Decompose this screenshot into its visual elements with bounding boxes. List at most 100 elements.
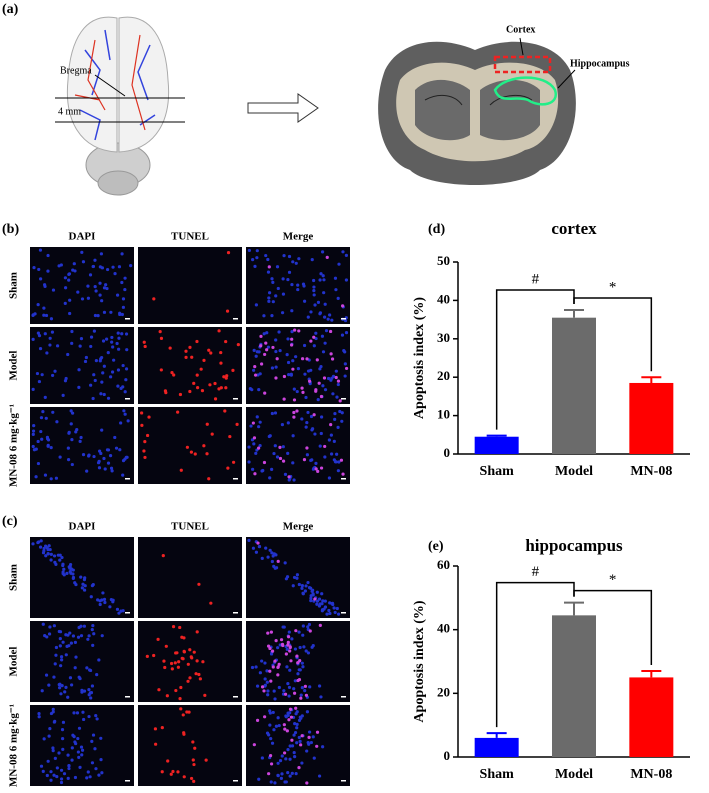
cell-dot — [309, 458, 313, 463]
cell-dot — [177, 660, 181, 664]
cell-dot — [63, 301, 67, 305]
cell-dot — [202, 358, 206, 362]
cell-dot — [323, 605, 328, 609]
cell-dot — [89, 691, 94, 695]
cell-dot — [333, 417, 337, 422]
cell-dot — [99, 736, 103, 740]
cell-dot — [68, 298, 72, 302]
cell-dot — [328, 611, 332, 616]
cell-dot — [49, 711, 54, 716]
cell-dot — [325, 255, 329, 259]
cell-dot — [232, 460, 236, 464]
cell-dot — [253, 373, 258, 377]
cell-dot — [262, 314, 266, 318]
cell-dot — [224, 386, 228, 390]
cell-dot — [287, 718, 291, 722]
cell-dot — [331, 602, 335, 607]
significance-bracket — [573, 297, 653, 372]
cell-dot — [336, 382, 340, 387]
cell-dot — [255, 415, 259, 419]
y-tick-label: 60 — [437, 557, 450, 572]
cell-dot — [283, 751, 287, 755]
cell-dot — [295, 573, 299, 577]
cell-dot — [57, 751, 61, 755]
cell-dot — [193, 452, 197, 456]
chart-title: hippocampus — [525, 536, 623, 555]
cell-dot — [282, 625, 286, 629]
cell-dot — [316, 469, 320, 473]
cell-dot — [195, 659, 199, 663]
cell-dot — [173, 661, 177, 665]
cell-dot — [274, 365, 278, 369]
significance-bracket — [495, 581, 575, 728]
cell-dot — [219, 350, 223, 355]
cell-dot — [43, 395, 47, 399]
cell-dot — [120, 332, 124, 336]
cell-dot — [297, 677, 302, 682]
cell-dot — [299, 743, 303, 747]
cell-dot — [68, 311, 72, 316]
cell-dot — [297, 329, 301, 333]
cell-dot — [195, 373, 199, 377]
cell-dot — [32, 448, 37, 452]
cell-dot — [275, 357, 279, 361]
cell-dot — [266, 644, 271, 648]
cell-dot — [252, 348, 256, 352]
cell-dot — [281, 277, 285, 281]
cell-dot — [333, 610, 337, 615]
cell-dot — [92, 373, 96, 377]
cell-dot — [58, 636, 62, 641]
cell-dot — [289, 372, 293, 376]
cell-dot — [119, 609, 123, 613]
cell-dot — [80, 586, 84, 590]
cell-dot — [320, 592, 324, 596]
cell-dot — [105, 286, 109, 291]
cell-dot — [48, 727, 52, 731]
cell-dot — [59, 692, 63, 696]
cell-dot — [51, 410, 55, 414]
cell-dot — [61, 563, 65, 568]
cell-dot — [302, 458, 307, 462]
cell-dot — [265, 669, 269, 673]
cell-dot — [309, 414, 314, 419]
cell-dot — [286, 360, 291, 365]
cell-dot — [35, 371, 40, 376]
cell-dot — [328, 313, 332, 317]
cell-dot — [98, 293, 102, 297]
cell-dot — [317, 597, 322, 601]
cell-dot — [263, 391, 267, 395]
cell-dot — [64, 653, 68, 657]
cell-dot — [283, 727, 287, 731]
cell-dot — [96, 314, 100, 318]
cell-dot — [69, 409, 73, 413]
cell-dot — [301, 282, 306, 286]
cell-dot — [102, 364, 106, 368]
cell-dot — [336, 469, 340, 473]
cell-dot — [292, 691, 297, 695]
cell-dot — [250, 438, 255, 442]
cell-dot — [101, 371, 105, 375]
cell-dot — [254, 354, 258, 358]
cell-dot — [316, 398, 320, 402]
cell-dot — [266, 631, 270, 635]
cell-dot — [102, 310, 107, 314]
cell-dot — [286, 337, 290, 341]
cell-dot — [78, 439, 82, 443]
cell-dot — [82, 624, 86, 628]
bar — [552, 317, 596, 454]
cell-dot — [312, 413, 316, 417]
cell-dot — [181, 713, 185, 717]
cell-dot — [296, 287, 300, 292]
cell-dot — [54, 645, 59, 650]
cell-dot — [53, 369, 57, 373]
cell-dot — [61, 737, 65, 741]
micrograph-bg — [246, 705, 350, 786]
cell-dot — [91, 624, 95, 628]
y-tick-label: 0 — [444, 445, 451, 460]
cell-dot — [252, 743, 256, 747]
cell-dot — [219, 361, 223, 365]
cell-dot — [182, 650, 186, 654]
cell-dot — [70, 438, 74, 442]
cell-dot — [48, 336, 52, 340]
cell-dot — [287, 254, 292, 259]
